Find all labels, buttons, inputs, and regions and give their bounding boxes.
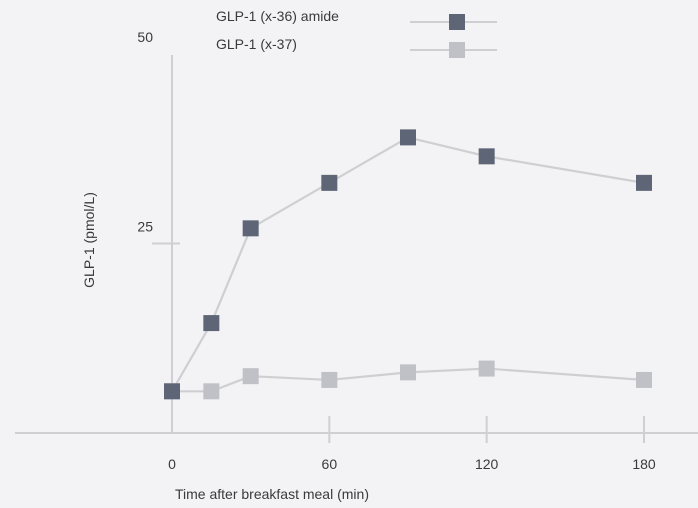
legend: GLP-1 (x-36) amide GLP-1 (x-37) (216, 8, 497, 58)
axis-ticks: 0 60 120 180 25 50 (137, 29, 655, 472)
data-point-marker (478, 148, 495, 165)
x-tick-label: 0 (168, 456, 176, 472)
data-point-marker (478, 360, 495, 377)
data-point-marker (321, 174, 338, 191)
x-tick-label: 60 (322, 456, 338, 472)
y-tick-label: 50 (137, 29, 153, 45)
data-point-marker (242, 368, 259, 385)
data-point-marker (203, 383, 220, 400)
legend-label: GLP-1 (x-36) amide (216, 8, 339, 24)
y-tick-label: 25 (137, 219, 153, 235)
series-line (171, 136, 645, 392)
legend-marker (449, 42, 465, 58)
data-point-marker (242, 220, 259, 237)
data-point-marker (321, 371, 338, 388)
series-lines (171, 136, 645, 393)
legend-label: GLP-1 (x-37) (216, 36, 297, 52)
data-point-marker (400, 129, 416, 146)
series-markers (164, 129, 652, 400)
data-point-marker (400, 364, 416, 381)
data-point-marker (636, 371, 652, 388)
x-tick-label: 180 (632, 456, 656, 472)
legend-marker (449, 14, 465, 30)
data-point-marker (636, 174, 652, 191)
y-axis-label: GLP-1 (pmol/L) (81, 192, 97, 288)
data-point-marker (164, 383, 180, 400)
data-point-marker (203, 315, 220, 332)
x-axis-label: Time after breakfast meal (min) (175, 486, 369, 502)
x-tick-label: 120 (475, 456, 499, 472)
